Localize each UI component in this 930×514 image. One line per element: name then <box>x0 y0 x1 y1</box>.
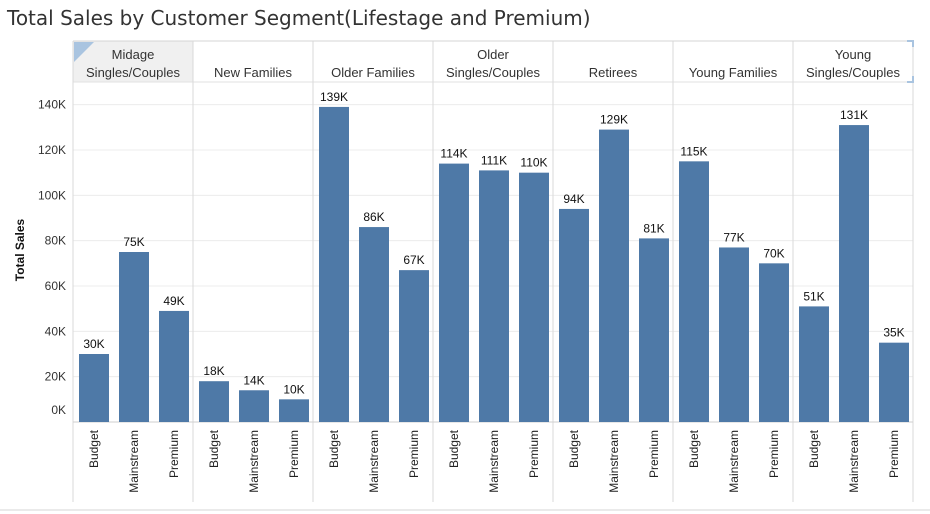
bar-value-label: 75K <box>123 235 144 249</box>
category-tick-label: Premium <box>407 430 421 478</box>
group-header-label[interactable]: Singles/Couples <box>446 65 540 80</box>
bar-value-label: 139K <box>320 90 348 104</box>
bar-value-label: 115K <box>680 144 707 158</box>
bar-value-label: 110K <box>520 156 547 170</box>
y-tick-label: 140K <box>38 98 66 112</box>
category-tick-label: Budget <box>567 429 581 468</box>
group-header-label[interactable]: Older Families <box>331 65 415 80</box>
y-tick-label: 120K <box>38 143 66 157</box>
group-header-label[interactable]: Singles/Couples <box>86 65 180 80</box>
group-header-label[interactable]: Midage <box>112 47 155 62</box>
bar[interactable] <box>399 270 429 422</box>
bar-value-label: 30K <box>83 337 104 351</box>
bar[interactable] <box>599 129 629 422</box>
bar[interactable] <box>79 354 109 422</box>
bar[interactable] <box>439 163 469 422</box>
header-highlight <box>73 41 193 82</box>
group-header-label[interactable]: Retirees <box>589 65 638 80</box>
category-tick-label: Premium <box>527 430 541 478</box>
bar[interactable] <box>319 106 349 422</box>
chart-title: Total Sales by Customer Segment(Lifestag… <box>7 6 591 30</box>
bar[interactable] <box>479 170 509 422</box>
bar[interactable] <box>719 247 749 422</box>
y-axis-title: Total Sales <box>13 218 27 281</box>
selection-corner-icon <box>74 42 94 62</box>
group-header-label[interactable]: Singles/Couples <box>806 65 900 80</box>
bar[interactable] <box>559 208 589 422</box>
category-tick-label: Mainstream <box>727 430 741 493</box>
bar[interactable] <box>759 263 789 422</box>
category-tick-label: Budget <box>87 429 101 468</box>
resize-handle-top-icon[interactable] <box>907 40 914 47</box>
bar[interactable] <box>519 172 549 422</box>
category-tick-label: Budget <box>807 429 821 468</box>
group-header-label[interactable]: Young <box>835 47 871 62</box>
y-tick-label: 100K <box>38 188 66 202</box>
y-tick-label: 0K <box>51 403 66 417</box>
category-tick-label: Premium <box>647 430 661 478</box>
bar[interactable] <box>799 306 829 422</box>
category-tick-label: Mainstream <box>607 430 621 493</box>
bar[interactable] <box>279 399 309 422</box>
bar-value-label: 51K <box>803 289 824 303</box>
bar[interactable] <box>159 310 189 422</box>
category-tick-label: Premium <box>167 430 181 478</box>
bar[interactable] <box>879 342 909 422</box>
bar-value-label: 81K <box>643 221 664 235</box>
bar-value-label: 18K <box>203 364 224 378</box>
category-tick-label: Budget <box>207 429 221 468</box>
category-tick-label: Mainstream <box>127 430 141 493</box>
bar-value-label: 114K <box>440 147 467 161</box>
bar-value-label: 49K <box>163 294 184 308</box>
resize-handle-bottom-icon[interactable] <box>907 76 914 83</box>
group-header-label[interactable]: Older <box>477 47 509 62</box>
group-header-label[interactable]: Young Families <box>689 65 778 80</box>
group-header-label[interactable]: New Families <box>214 65 293 80</box>
bar-value-label: 14K <box>243 373 264 387</box>
category-tick-label: Budget <box>687 429 701 468</box>
bar[interactable] <box>199 381 229 422</box>
category-tick-label: Premium <box>767 430 781 478</box>
category-tick-label: Premium <box>887 430 901 478</box>
bar-value-label: 70K <box>763 246 784 260</box>
bar-value-label: 10K <box>283 382 304 396</box>
category-tick-label: Mainstream <box>487 430 501 493</box>
y-tick-label: 80K <box>45 234 66 248</box>
bar[interactable] <box>839 125 869 423</box>
category-tick-label: Budget <box>447 429 461 468</box>
bar-value-label: 77K <box>723 230 744 244</box>
bar[interactable] <box>679 161 709 423</box>
category-tick-label: Budget <box>327 429 341 468</box>
bar-value-label: 86K <box>363 210 384 224</box>
category-tick-label: Mainstream <box>247 430 261 493</box>
bar[interactable] <box>239 390 269 422</box>
bar-value-label: 131K <box>840 108 868 122</box>
bar-value-label: 94K <box>563 192 584 206</box>
bar-value-label: 67K <box>403 253 424 267</box>
bar-value-label: 111K <box>481 153 507 167</box>
bar-value-label: 129K <box>600 113 628 127</box>
y-tick-label: 20K <box>45 370 66 384</box>
y-tick-label: 40K <box>45 324 66 338</box>
bar[interactable] <box>359 227 389 422</box>
y-tick-label: 60K <box>45 279 66 293</box>
category-tick-label: Mainstream <box>847 430 861 493</box>
category-tick-label: Mainstream <box>367 430 381 493</box>
category-tick-label: Premium <box>287 430 301 478</box>
bar[interactable] <box>119 252 149 422</box>
bar[interactable] <box>639 238 669 422</box>
bar-value-label: 35K <box>883 326 904 340</box>
